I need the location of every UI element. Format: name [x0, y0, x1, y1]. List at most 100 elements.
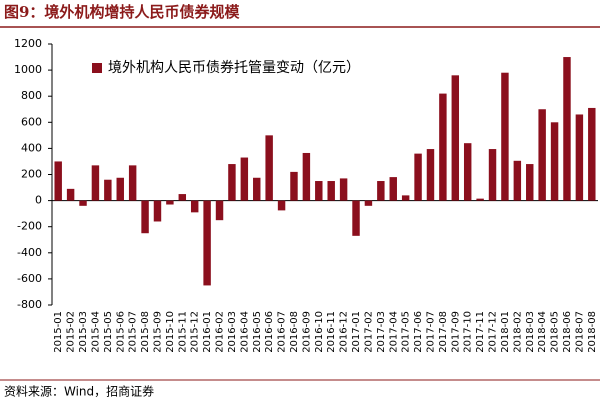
legend-label: 境外机构人民币债券托管量变动（亿元）: [108, 60, 360, 76]
x-tick-label: 2017-05: [401, 311, 412, 353]
bar: [190, 200, 199, 213]
bar: [54, 161, 62, 201]
x-tick-label: 2018-05: [550, 311, 561, 353]
bar: [513, 160, 522, 201]
bar: [426, 149, 435, 201]
x-tick-label: 2018-02: [512, 311, 523, 353]
x-tick-label: 2015-11: [177, 311, 188, 353]
bar: [339, 178, 348, 201]
x-tick-label: 2015-09: [152, 311, 163, 353]
x-tick-label: 2018-04: [537, 311, 548, 353]
bar: [352, 200, 360, 236]
chart-title: 图9：境外机构增持人民币债券规模: [4, 3, 240, 21]
x-tick-label: 2017-06: [413, 311, 424, 353]
bar: [389, 177, 397, 201]
bar: [463, 143, 472, 201]
x-tick-label: 2017-08: [438, 311, 449, 353]
bar: [439, 93, 447, 201]
y-tick-label: 800: [21, 89, 42, 102]
x-tick-label: 2015-08: [140, 311, 151, 353]
bar: [302, 152, 311, 201]
x-tick-label: 2017-09: [450, 311, 461, 353]
x-tick-label: 2018-07: [574, 311, 585, 353]
x-tick-label: 2016-09: [301, 311, 312, 353]
x-tick-label: 2015-02: [66, 311, 77, 353]
x-tick-label: 2015-10: [165, 311, 176, 353]
x-tick-label: 2018-01: [500, 311, 511, 353]
x-tick-label: 2016-04: [239, 311, 250, 353]
legend-swatch: [92, 63, 102, 73]
y-tick-label: 600: [21, 115, 42, 128]
bar: [277, 200, 286, 211]
y-tick-label: -800: [17, 298, 42, 311]
bar: [575, 114, 584, 201]
x-tick-label: 2015-04: [90, 311, 101, 353]
bar: [203, 200, 211, 286]
y-tick-label: 200: [21, 168, 42, 181]
bar: [79, 200, 87, 206]
x-tick-label: 2017-07: [425, 311, 436, 353]
x-tick-label: 2017-03: [376, 311, 387, 353]
bar: [104, 179, 112, 201]
bar: [178, 194, 187, 201]
x-tick-label: 2015-03: [78, 311, 89, 353]
x-tick-label: 2017-02: [363, 311, 374, 353]
x-tick-label: 2018-06: [562, 311, 573, 353]
bar: [128, 165, 137, 201]
bar: [315, 181, 323, 201]
x-tick-label: 2015-05: [103, 311, 114, 353]
bar: [550, 122, 559, 201]
x-tick-label: 2016-11: [326, 311, 337, 353]
bar: [588, 107, 596, 201]
x-tick-label: 2016-12: [339, 311, 350, 353]
bar: [538, 109, 546, 201]
y-tick-label: 0: [35, 194, 42, 207]
x-tick-label: 2016-10: [314, 311, 325, 353]
y-tick-label: 1200: [14, 37, 42, 50]
bar: [166, 200, 174, 205]
y-tick-label: 1000: [14, 63, 42, 76]
x-tick-label: 2016-01: [202, 311, 213, 353]
x-tick-label: 2017-12: [488, 311, 499, 353]
x-tick-label: 2017-01: [351, 311, 362, 353]
bar: [290, 171, 298, 201]
y-tick-label: -600: [17, 272, 42, 285]
x-tick-label: 2015-12: [190, 311, 201, 353]
x-tick-label: 2017-11: [475, 311, 486, 353]
bar: [116, 177, 124, 201]
bar: [414, 153, 422, 201]
source-note: 资料来源：Wind，招商证券: [4, 384, 154, 399]
bar: [141, 200, 149, 234]
x-tick-label: 2016-05: [252, 311, 263, 353]
bar: [563, 57, 571, 201]
x-tick-label: 2017-04: [388, 311, 399, 353]
x-tick-label: 2015-01: [53, 311, 64, 353]
bar: [401, 195, 410, 201]
y-tick-label: -400: [17, 246, 42, 259]
bar: [253, 177, 261, 201]
x-tick-label: 2018-08: [587, 311, 598, 353]
x-tick-label: 2018-03: [525, 311, 536, 353]
y-tick-label: 400: [21, 141, 42, 154]
x-tick-label: 2016-06: [264, 311, 275, 353]
bar: [215, 200, 224, 221]
bar: [377, 181, 385, 201]
x-tick-label: 2016-07: [277, 311, 288, 353]
bar: [327, 181, 335, 201]
x-tick-label: 2015-07: [128, 311, 139, 353]
bar: [265, 135, 273, 201]
bar: [228, 164, 236, 201]
x-tick-label: 2017-10: [463, 311, 474, 353]
y-tick-label: -200: [17, 220, 42, 233]
bar: [91, 165, 100, 201]
bar: [526, 164, 534, 201]
bar: [451, 75, 460, 201]
x-tick-label: 2016-08: [289, 311, 300, 353]
bar: [66, 188, 75, 201]
bar: [501, 72, 509, 201]
bar: [488, 149, 497, 201]
bar: [153, 200, 162, 222]
x-tick-label: 2015-06: [115, 311, 126, 353]
bar: [476, 198, 484, 201]
bar: [240, 157, 249, 201]
